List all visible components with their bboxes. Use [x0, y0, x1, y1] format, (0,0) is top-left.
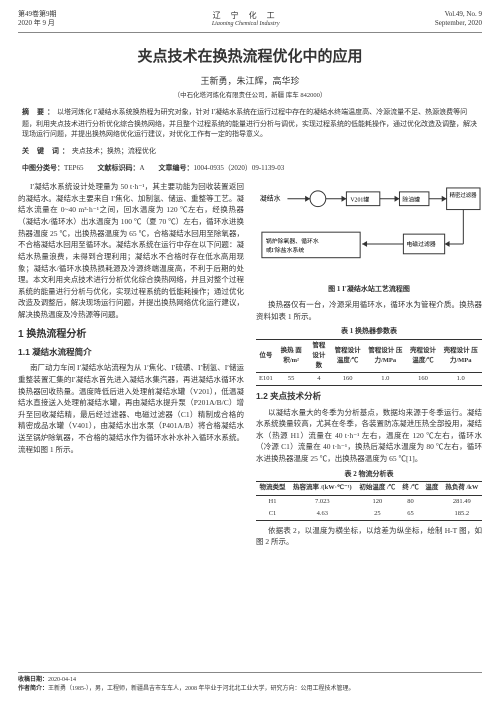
volume-issue-cn: 第49卷第9期 [18, 10, 57, 19]
t2-r0c2: 120 [356, 495, 399, 508]
section-1-2-heading: 1.2 夹点技术分析 [256, 390, 482, 403]
t2-r1c3: 65 [399, 508, 422, 521]
fig1-label-v201: V201罐 [350, 196, 369, 204]
figure-1-caption: 图 1 I′凝结水站工艺流程图 [256, 284, 482, 295]
left-p1: I′凝结水系统设计处理量为 50 t·h⁻¹，其主要功能为回收装置返回的凝结水。… [18, 181, 244, 321]
header-left: 第49卷第9期 2020 年 9 月 [18, 10, 57, 28]
t1-c5: 160 [407, 373, 440, 386]
fig1-label-deaer-2: 或I′除盐水系统 [266, 246, 305, 254]
t2-h5: 热负荷 /kW [442, 482, 482, 495]
t2-r0c4 [422, 495, 442, 508]
fig1-label-mag: 电磁过滤器 [406, 240, 436, 248]
fig1-label-oil: 除油罐 [402, 196, 420, 204]
t1-h3: 管程设计 温度/℃ [331, 340, 364, 373]
t1-c1: 55 [276, 373, 307, 386]
recv-date-label: 收稿日期： [18, 677, 48, 683]
table-2-caption: 表 2 物流分析表 [256, 469, 482, 480]
author-bio: 王新勇（1985-），男，工程师，新疆昌吉市车车人，2008 年毕业于河北北工业… [48, 686, 355, 692]
fig1-label-deaer-1: 锅炉除氧器、循环水 [266, 237, 319, 245]
header-rule [18, 32, 482, 33]
section-1-heading: 1 换热流程分析 [18, 327, 244, 343]
fig1-label-filter: 精密过滤器 [450, 191, 478, 199]
clc-label: 中图分类号： [22, 164, 64, 172]
keywords-label: 关 键 词： [22, 148, 72, 155]
keywords-text: 夹点技术；换热；流程优化 [72, 147, 156, 155]
doc-value: A [139, 164, 144, 172]
t1-c6: 1.0 [439, 373, 482, 386]
figure-1-svg: 凝结水 V201罐 除油罐 精密过滤器 电磁过滤 [256, 185, 482, 278]
t2-h3: 终 /℃ [399, 482, 422, 495]
recv-date: 2020-04-14 [48, 677, 76, 683]
t2-r1c5: 185.2 [442, 508, 482, 521]
t2-h2: 初始温度 /℃ [356, 482, 399, 495]
t2-r1c1: 4.63 [289, 508, 356, 521]
t1-c3: 160 [331, 373, 364, 386]
t2-r1c4 [422, 508, 442, 521]
table-1: 位号 换热 面积/m² 管程设计 数 管程设计 温度/℃ 管程设计 压力/MPa… [256, 339, 482, 386]
t2-r0c0: H1 [256, 495, 289, 508]
t1-h4: 管程设计 压力/MPa [364, 340, 407, 373]
right-column: 凝结水 V201罐 除油罐 精密过滤器 电磁过滤 [256, 181, 482, 550]
t2-r0c5: 281.49 [442, 495, 482, 508]
classification-line: 中图分类号：TEP65 文献标识码：A 文章编号：1004-0935（2020）… [22, 163, 478, 173]
t2-h1: 热容流率 /(kW·℃⁻¹) [289, 482, 356, 495]
right-p3: 依据表 2，以温度为横坐标，以焓差为纵坐标，绘制 H-T 图，如图 2 所示。 [256, 525, 482, 548]
volume-issue-en: Vol.49, No. 9 [435, 10, 482, 19]
t2-r0c3: 80 [399, 495, 422, 508]
abstract-label: 摘 要： [22, 109, 57, 116]
right-p1: 换热器仅有一台，冷源采用循环水，循环水为管程介质。换热器资料如表 1 所示。 [256, 299, 482, 322]
section-1-1-heading: 1.1 凝结水流程简介 [18, 346, 244, 359]
artno-label: 文章编号： [159, 164, 194, 172]
author-bio-label: 作者简介： [18, 686, 48, 692]
page-header: 第49卷第9期 2020 年 9 月 辽 宁 化 工 Liaoning Chem… [0, 0, 500, 30]
t1-c2: 4 [307, 373, 332, 386]
footer: 收稿日期：2020-04-14 作者简介：王新勇（1985-），男，工程师，新疆… [18, 672, 482, 693]
date-en: September, 2020 [435, 19, 482, 28]
artno-value: 1004-0935（2020）09-1139-03 [194, 164, 285, 172]
t1-h6: 壳程设计 压力/MPa [439, 340, 482, 373]
t2-h4: 温度 [422, 482, 442, 495]
body-columns: I′凝结水系统设计处理量为 50 t·h⁻¹，其主要功能为回收装置返回的凝结水。… [18, 181, 482, 550]
keywords: 关 键 词：夹点技术；换热；流程优化 [22, 146, 478, 158]
t1-h0: 位号 [256, 340, 276, 373]
t1-c4: 1.0 [364, 373, 407, 386]
header-center: 辽 宁 化 工 Liaoning Chemical Industry [212, 10, 280, 28]
header-right: Vol.49, No. 9 September, 2020 [435, 10, 482, 28]
clc-value: TEP65 [64, 164, 83, 172]
doc-label: 文献标识码： [97, 164, 139, 172]
figure-1: 凝结水 V201罐 除油罐 精密过滤器 电磁过滤 [256, 185, 482, 295]
table-1-caption: 表 1 换热器参数表 [256, 326, 482, 337]
journal-name-en: Liaoning Chemical Industry [212, 21, 280, 27]
t2-r1c0: C1 [256, 508, 289, 521]
journal-name-cn: 辽 宁 化 工 [212, 10, 280, 21]
table-2: 物流类型 热容流率 /(kW·℃⁻¹) 初始温度 /℃ 终 /℃ 温度 热负荷 … [256, 481, 482, 520]
fig1-label-in: 凝结水 [260, 194, 281, 203]
affiliation: （中石化塔河炼化有限责任公司，新疆 库车 842000） [0, 89, 500, 99]
t2-r0c1: 7.023 [289, 495, 356, 508]
t1-h1: 换热 面积/m² [276, 340, 307, 373]
t1-c0: E101 [256, 373, 276, 386]
abstract-text: 以塔河炼化 I′凝结水系统换热程为研究对象，针对 I′凝结水系统在运行过程中存在… [22, 108, 477, 138]
t1-h5: 壳程设计 温度/℃ [407, 340, 440, 373]
left-p2: 南厂动力车间 I′凝结水站流程为从 1′焦化、I′硫磺、I′制氢、I′储运重整装… [18, 362, 244, 455]
article-title: 夹点技术在换热流程优化中的应用 [0, 45, 500, 66]
t1-h2: 管程设计 数 [307, 340, 332, 373]
t2-h0: 物流类型 [256, 482, 289, 495]
t2-r1c2: 25 [356, 508, 399, 521]
right-p2: 以凝结水量大的冬季为分析基点，数据均来源于冬季运行。凝结水系统换量较高，尤其在冬… [256, 407, 482, 465]
left-column: I′凝结水系统设计处理量为 50 t·h⁻¹，其主要功能为回收装置返回的凝结水。… [18, 181, 244, 550]
abstract: 摘 要：以塔河炼化 I′凝结水系统换热程为研究对象，针对 I′凝结水系统在运行过… [22, 107, 478, 140]
authors: 王新勇，朱江辉，高华珍 [0, 74, 500, 87]
date-cn: 2020 年 9 月 [18, 19, 57, 28]
